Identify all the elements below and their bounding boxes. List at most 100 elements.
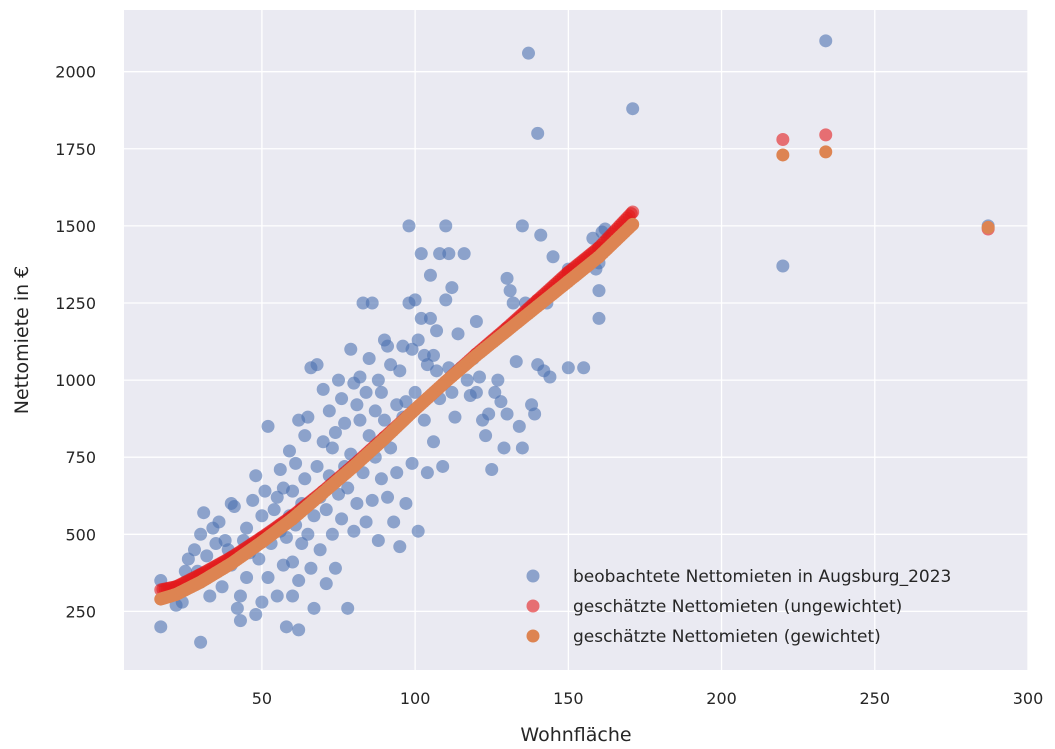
observed-point xyxy=(405,456,419,470)
legend: beobachtete Nettomieten in Augsburg_2023… xyxy=(526,567,951,647)
observed-point xyxy=(341,601,355,615)
observed-point xyxy=(522,46,536,60)
observed-point xyxy=(515,219,529,233)
observed-point xyxy=(405,342,419,356)
observed-point xyxy=(181,552,195,566)
observed-point xyxy=(240,521,254,535)
observed-point xyxy=(212,515,226,529)
observed-point xyxy=(626,102,640,116)
observed-point xyxy=(154,620,168,634)
observed-point xyxy=(485,463,499,477)
observed-point xyxy=(390,466,404,480)
observed-point xyxy=(316,435,330,449)
legend-label: geschätzte Nettomieten (ungewichtet) xyxy=(573,597,902,617)
observed-point xyxy=(282,444,296,458)
observed-point xyxy=(286,589,300,603)
observed-point xyxy=(469,385,483,399)
y-tick-label: 2000 xyxy=(55,63,96,82)
observed-point xyxy=(328,426,342,440)
observed-point xyxy=(353,370,367,384)
observed-point xyxy=(341,481,355,495)
observed-point xyxy=(512,419,526,433)
observed-point xyxy=(261,419,275,433)
observed-point xyxy=(427,435,441,449)
observed-point xyxy=(347,524,361,538)
observed-point xyxy=(482,407,496,421)
observed-point xyxy=(203,589,217,603)
fit-unweighted-point xyxy=(626,205,640,219)
observed-point xyxy=(344,342,358,356)
observed-point xyxy=(298,429,312,443)
y-tick-label: 750 xyxy=(65,448,96,467)
y-tick-label: 250 xyxy=(65,602,96,621)
observed-point xyxy=(374,472,388,486)
observed-point xyxy=(286,484,300,498)
x-tick-label: 150 xyxy=(553,689,584,708)
observed-point xyxy=(279,620,293,634)
fit-weighted-point xyxy=(626,217,640,231)
y-tick-label: 1000 xyxy=(55,371,96,390)
x-tick-label: 250 xyxy=(860,689,891,708)
observed-point xyxy=(561,361,575,375)
observed-point xyxy=(411,333,425,347)
observed-point xyxy=(445,385,459,399)
observed-point xyxy=(381,339,395,353)
observed-point xyxy=(500,407,514,421)
fit-weighted-point xyxy=(776,148,790,162)
observed-point xyxy=(414,247,428,261)
observed-point xyxy=(298,472,312,486)
observed-point xyxy=(387,515,401,529)
observed-point xyxy=(494,395,508,409)
observed-point xyxy=(500,271,514,285)
observed-point xyxy=(252,552,266,566)
observed-point xyxy=(270,490,284,504)
observed-point xyxy=(534,228,548,242)
observed-point xyxy=(460,373,474,387)
observed-point xyxy=(414,311,428,325)
observed-point xyxy=(319,577,333,591)
observed-point xyxy=(503,284,517,298)
observed-point xyxy=(194,635,208,649)
observed-point xyxy=(267,503,281,517)
observed-point xyxy=(592,284,606,298)
observed-point xyxy=(448,410,462,424)
fit-weighted-point xyxy=(981,220,995,234)
observed-point xyxy=(497,441,511,455)
observed-point xyxy=(491,373,505,387)
observed-point xyxy=(353,413,367,427)
observed-point xyxy=(430,364,444,378)
observed-point xyxy=(433,247,447,261)
observed-point xyxy=(472,370,486,384)
observed-point xyxy=(246,493,260,507)
observed-point xyxy=(301,410,315,424)
x-tick-label: 300 xyxy=(1013,689,1044,708)
observed-point xyxy=(436,459,450,473)
observed-point xyxy=(442,247,456,261)
observed-point xyxy=(249,607,263,621)
observed-point xyxy=(350,398,364,412)
y-tick-label: 500 xyxy=(65,525,96,544)
observed-point xyxy=(359,385,373,399)
observed-point xyxy=(325,527,339,541)
observed-point xyxy=(350,496,364,510)
observed-point xyxy=(200,549,214,563)
fit-unweighted-point xyxy=(776,133,790,147)
observed-point xyxy=(240,570,254,584)
observed-point xyxy=(399,395,413,409)
observed-point xyxy=(543,370,557,384)
observed-point xyxy=(381,490,395,504)
observed-point xyxy=(187,543,201,557)
plot-area xyxy=(124,10,1028,670)
observed-point xyxy=(233,589,247,603)
observed-point xyxy=(457,247,471,261)
observed-point xyxy=(423,268,437,282)
observed-point xyxy=(313,543,327,557)
observed-point xyxy=(365,296,379,310)
observed-point xyxy=(546,250,560,264)
observed-point xyxy=(371,373,385,387)
observed-point xyxy=(249,469,263,483)
observed-point xyxy=(368,404,382,418)
y-tick-label: 1500 xyxy=(55,217,96,236)
observed-point xyxy=(258,484,272,498)
observed-point xyxy=(819,34,833,48)
